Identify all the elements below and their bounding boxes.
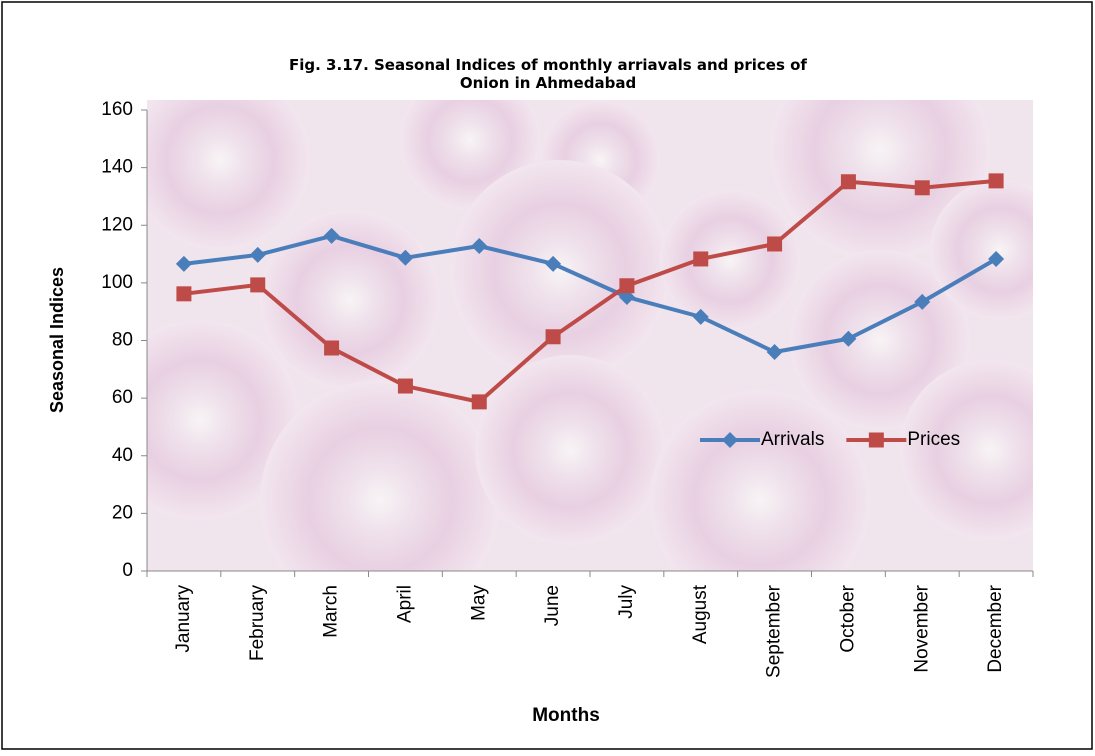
x-tick-label: February <box>247 585 268 662</box>
point <box>989 173 1004 188</box>
point <box>619 278 634 293</box>
x-axis-title: Months <box>532 705 600 726</box>
chart: Seasonal Indices Months 0 20 40 60 80 100 120 1… <box>0 0 1095 752</box>
y-tick-label: 80 <box>112 330 133 351</box>
legend-label: Prices <box>907 429 960 450</box>
x-tick-label: March <box>321 585 342 638</box>
point <box>398 379 413 394</box>
y-axis-title: Seasonal Indices <box>47 267 67 413</box>
x-tick-label: August <box>690 584 711 644</box>
point <box>693 251 708 266</box>
page: Seasonal Indices Months 0 20 40 60 80 100 120 1… <box>0 0 1095 752</box>
legend-label: Arrivals <box>761 429 824 450</box>
point <box>472 394 487 409</box>
point <box>841 174 856 189</box>
x-tick-label: April <box>394 585 415 623</box>
y-tick-label: 140 <box>101 157 133 178</box>
legend-marker <box>869 433 884 448</box>
y-tick-label: 160 <box>101 99 133 120</box>
y-tick-label: 120 <box>101 214 133 235</box>
x-tick-label: July <box>616 585 637 619</box>
x-tick-label: October <box>837 584 858 652</box>
x-tick-label: September <box>764 584 785 678</box>
x-tick-label: May <box>468 585 489 621</box>
point <box>324 340 339 355</box>
x-tick-label: December <box>985 584 1006 672</box>
chart-title: Fig. 3.17. Seasonal Indices of monthly a… <box>268 56 828 92</box>
y-tick-label: 60 <box>112 387 133 408</box>
background-image <box>100 40 1080 620</box>
point <box>176 286 191 301</box>
y-tick-label: 100 <box>101 272 133 293</box>
y-tick-label: 0 <box>122 560 133 581</box>
point <box>915 180 930 195</box>
x-tick-label: June <box>542 585 563 626</box>
x-tick-label: January <box>173 585 194 653</box>
point <box>767 236 782 251</box>
point <box>546 329 561 344</box>
point <box>250 277 265 292</box>
x-tick-label: November <box>911 584 932 672</box>
y-tick-label: 40 <box>112 445 133 466</box>
y-tick-label: 20 <box>112 502 133 523</box>
